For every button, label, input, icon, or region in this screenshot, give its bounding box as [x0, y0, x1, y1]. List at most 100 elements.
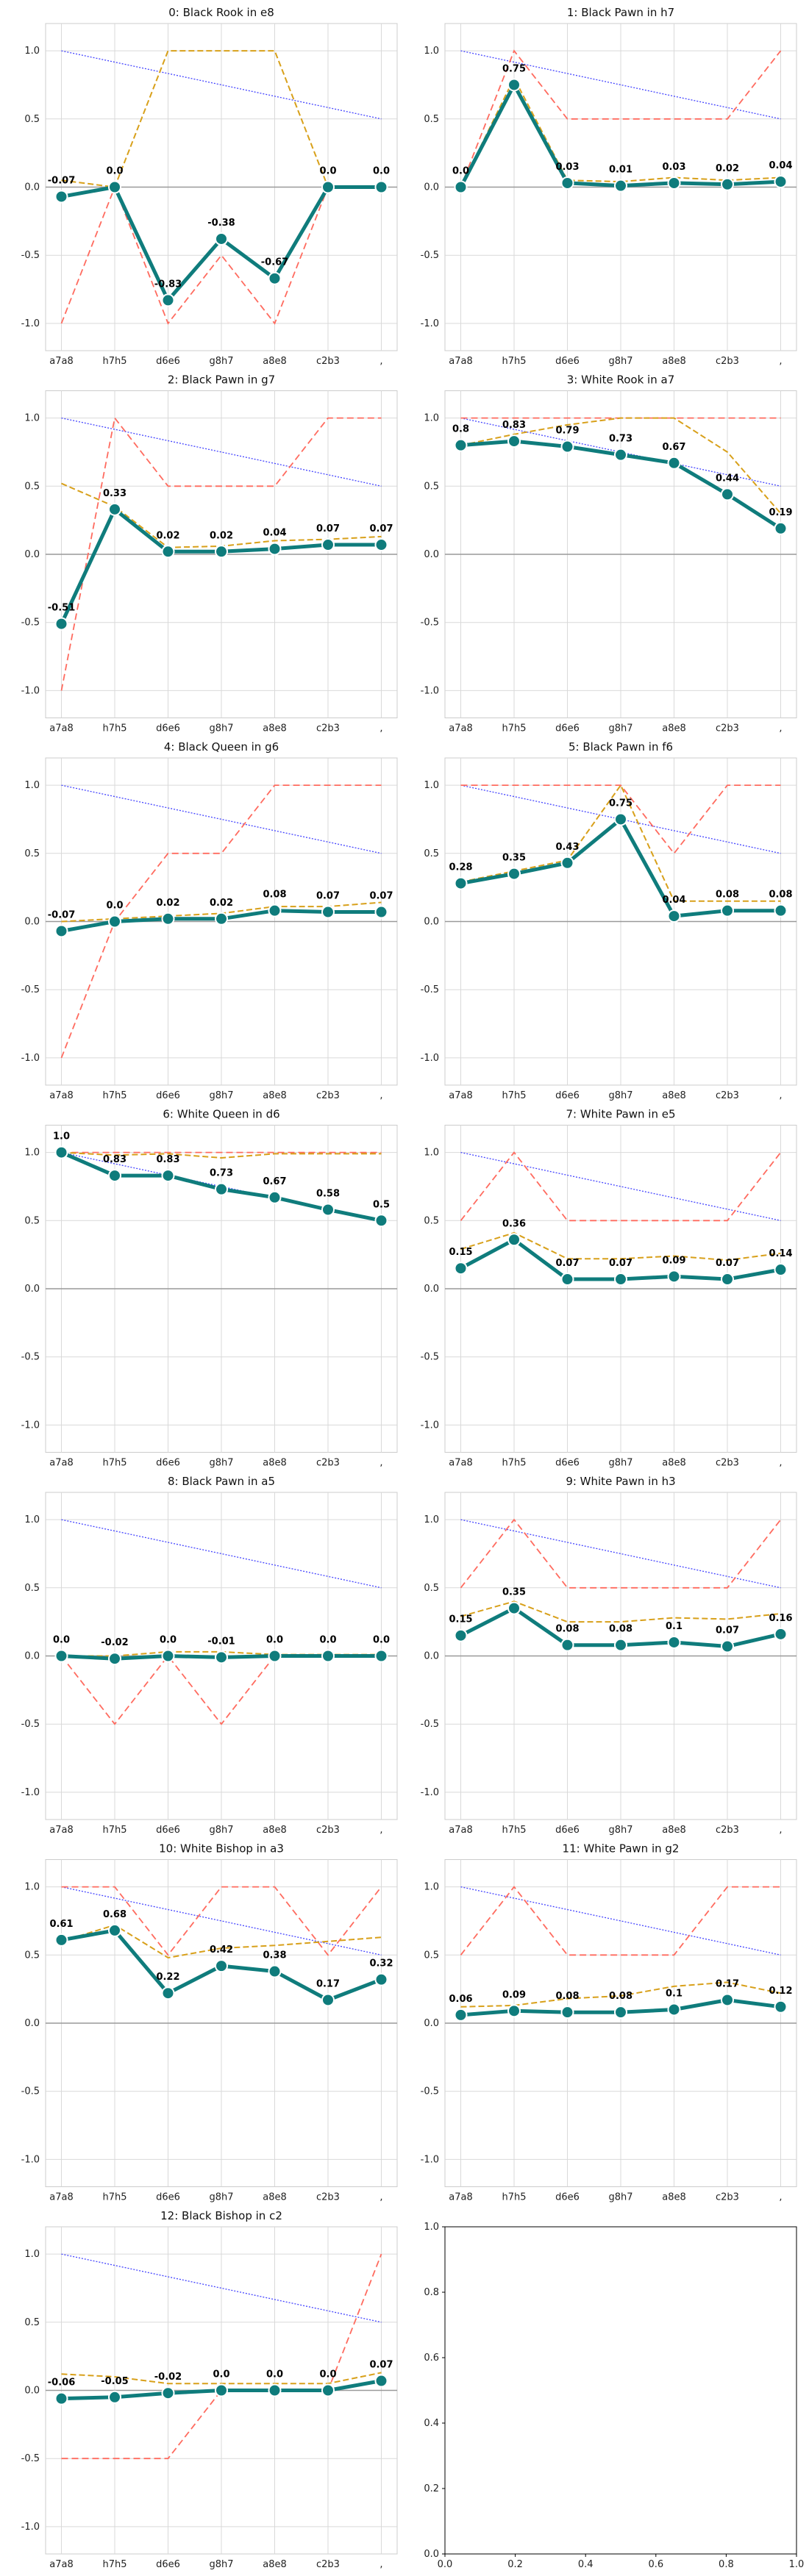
subplot-0: a7a8 h7h5 d6e6 g8h7 a8e8 c2b3 , -1.0 -0.5 0.0 0.5 1… — [21, 6, 398, 367]
subplot-title: 5: Black Pawn in f6 — [569, 740, 673, 754]
data-label: 0.61 — [49, 1919, 73, 1930]
subplot-12: a7a8 h7h5 d6e6 g8h7 a8e8 c2b3 , -1.0 -0.5 0.0 0.5 1… — [21, 2209, 398, 2570]
x-tick-label: , — [779, 1090, 782, 1101]
x-tick-label: a7a8 — [49, 2192, 73, 2203]
x-tick-label: g8h7 — [209, 356, 233, 367]
data-point — [614, 1638, 627, 1652]
y-tick-label: 1.0 — [424, 780, 439, 791]
x-tick-label: , — [379, 2192, 382, 2203]
data-point — [614, 448, 627, 462]
x-tick-label: a8e8 — [662, 2192, 686, 2203]
data-label: 0.0 — [319, 2369, 336, 2380]
y-tick-label: 0.5 — [424, 848, 439, 859]
data-label: 0.08 — [263, 890, 286, 901]
x-tick-label: a8e8 — [263, 1825, 287, 1836]
x-tick-label: a7a8 — [449, 1825, 472, 1836]
data-point — [560, 1273, 574, 1287]
data-point — [108, 2390, 122, 2404]
data-label: 0.32 — [369, 1958, 393, 1969]
series-line-red — [460, 1151, 782, 1222]
y-tick-label: -1.0 — [21, 2154, 40, 2165]
y-tick-label: 1.0 — [424, 413, 439, 424]
x-tick-label: g8h7 — [209, 1825, 233, 1836]
x-tick-label: h7h5 — [102, 1825, 126, 1836]
x-tick-label: d6e6 — [156, 1090, 180, 1101]
data-label: -0.83 — [154, 279, 182, 290]
y-tick-label: 0.0 — [24, 182, 40, 193]
data-label: 0.0 — [452, 166, 469, 177]
x-tick-label: c2b3 — [716, 1458, 739, 1469]
data-point — [774, 521, 788, 535]
data-label: 0.07 — [716, 1625, 739, 1636]
series-line-orange — [460, 1231, 781, 1262]
data-point — [321, 1649, 335, 1663]
data-label: 0.38 — [263, 1950, 286, 1961]
data-point — [507, 434, 521, 448]
series-line-red — [460, 784, 781, 855]
data-label: 0.33 — [103, 488, 126, 499]
subplot-13: 0.0 0.2 0.4 0.6 0.8 1.0 0.0 0.2 0.4 0.6 0.8 1.0 — [424, 2222, 804, 2570]
data-point — [268, 904, 282, 917]
y-tick-label: 1.0 — [424, 46, 439, 57]
data-label: 0.04 — [769, 160, 792, 171]
x-tick-label: c2b3 — [316, 2559, 340, 2570]
x-tick-label: d6e6 — [555, 1090, 580, 1101]
x-tick-label: , — [779, 2192, 782, 2203]
series-line-red — [60, 1655, 382, 1725]
x-tick-label: h7h5 — [502, 2192, 526, 2203]
data-label: 0.15 — [449, 1614, 472, 1625]
x-tick-label: d6e6 — [156, 1825, 180, 1836]
x-tick-label: a8e8 — [662, 1090, 686, 1101]
data-label: 0.07 — [316, 523, 340, 534]
data-label: 0.15 — [449, 1247, 472, 1258]
data-point — [507, 1601, 521, 1615]
data-point — [720, 487, 734, 501]
subplot-title: 8: Black Pawn in a5 — [168, 1475, 275, 1488]
x-tick-label: g8h7 — [608, 356, 632, 367]
subplot-6: a7a8 h7h5 d6e6 g8h7 a8e8 c2b3 , -1.0 -0.5 0.0 0.5 1… — [21, 1108, 398, 1469]
data-point — [215, 1650, 228, 1664]
data-label: 0.08 — [555, 1624, 579, 1635]
data-label: 0.35 — [502, 853, 526, 864]
y-tick-label: -1.0 — [421, 685, 439, 696]
data-label: 0.0 — [160, 1635, 177, 1646]
y-tick-label: 0.5 — [424, 114, 439, 125]
data-point — [161, 912, 175, 926]
x-tick-label: a8e8 — [662, 1458, 686, 1469]
data-point — [774, 904, 788, 917]
data-label: 0.07 — [369, 891, 393, 902]
data-point — [215, 232, 228, 246]
data-label: 0.02 — [156, 898, 179, 909]
x-tick-label: d6e6 — [156, 2192, 180, 2203]
data-label: -0.07 — [48, 909, 75, 920]
data-point — [268, 271, 282, 285]
data-point — [667, 456, 681, 470]
y-tick-label: 0.2 — [424, 2483, 439, 2494]
x-tick-label: a7a8 — [49, 1825, 73, 1836]
data-label: 0.03 — [662, 162, 685, 173]
x-tick-label: a7a8 — [49, 356, 73, 367]
data-label: 0.03 — [555, 162, 579, 173]
data-point — [560, 176, 574, 190]
x-tick-label: 0.8 — [719, 2559, 734, 2570]
subplot-7: a7a8 h7h5 d6e6 g8h7 a8e8 c2b3 , -1.0 -0.5 0.0 0.5 1… — [421, 1108, 797, 1469]
x-tick-label: d6e6 — [156, 723, 180, 734]
y-tick-label: -1.0 — [21, 1053, 40, 1064]
data-point — [54, 1649, 68, 1663]
subplot-4: a7a8 h7h5 d6e6 g8h7 a8e8 c2b3 , -1.0 -0.5 0.0 0.5 1… — [21, 740, 398, 1101]
data-label: 0.08 — [716, 890, 739, 901]
y-tick-label: 1.0 — [24, 780, 40, 791]
x-tick-label: a8e8 — [662, 356, 686, 367]
y-tick-label: 0.0 — [424, 182, 439, 193]
data-label: 0.08 — [609, 1624, 632, 1635]
x-tick-label: h7h5 — [502, 1825, 526, 1836]
y-tick-label: -0.5 — [21, 2086, 40, 2097]
data-point — [560, 1638, 574, 1652]
y-tick-label: 0.5 — [424, 1215, 439, 1226]
x-tick-label: , — [379, 1458, 382, 1469]
x-tick-label: , — [379, 723, 382, 734]
data-label: 0.12 — [769, 1986, 792, 1997]
x-tick-label: c2b3 — [716, 356, 739, 367]
x-tick-label: a7a8 — [449, 1458, 472, 1469]
data-point — [321, 180, 335, 194]
